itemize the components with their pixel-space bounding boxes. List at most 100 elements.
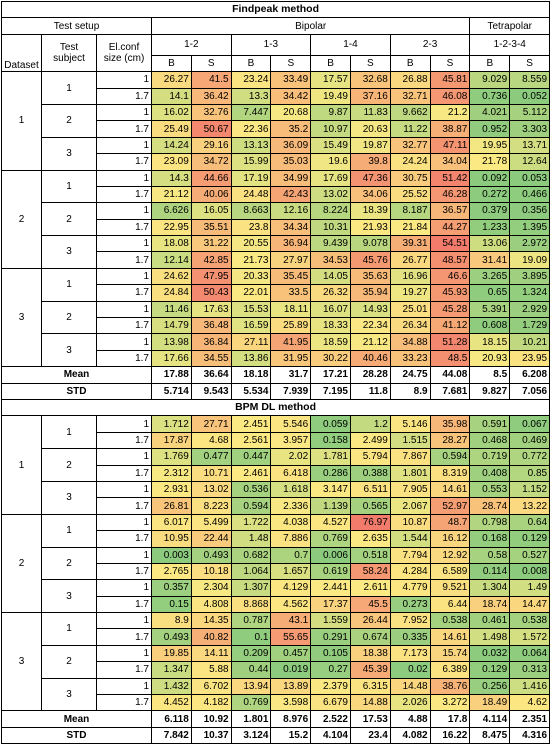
value-cell: 8.559 — [509, 71, 550, 89]
value-cell: 32.68 — [349, 71, 391, 89]
value-cell: 16.12 — [429, 530, 471, 548]
summary-value: 2.522 — [310, 710, 351, 728]
summary-label: Mean — [1, 710, 152, 728]
value-cell: 2.931 — [151, 480, 192, 499]
value-cell: 0.256 — [469, 677, 511, 696]
size-cell: 1 — [96, 300, 152, 319]
value-cell: 45.5 — [349, 595, 391, 614]
value-cell: 26.34 — [389, 317, 431, 335]
value-cell: 46.6 — [429, 267, 471, 286]
value-cell: 0.379 — [469, 202, 511, 220]
value-cell: 12.92 — [429, 546, 471, 564]
value-cell: 0.356 — [509, 202, 550, 220]
value-cell: 0.787 — [230, 612, 272, 630]
dataset-label: 2 — [1, 169, 42, 269]
value-cell: 22.95 — [151, 218, 192, 237]
value-cell: 1.544 — [389, 530, 431, 548]
value-cell: 45.39 — [349, 661, 391, 679]
value-cell: 0.527 — [509, 546, 550, 564]
value-cell: 22.36 — [230, 120, 272, 138]
value-cell: 28.74 — [469, 497, 511, 515]
sub-header: B — [469, 54, 511, 73]
summary-value: 2.351 — [509, 710, 550, 728]
value-cell: 31.95 — [270, 349, 312, 368]
value-cell: 2.312 — [151, 464, 192, 482]
summary-value: 44.08 — [429, 366, 471, 384]
value-cell: 0.059 — [310, 415, 351, 433]
value-cell: 26.88 — [389, 71, 431, 89]
value-cell: 0.272 — [469, 185, 511, 204]
summary-value: 9.543 — [190, 382, 232, 400]
value-cell: 3.598 — [270, 694, 312, 712]
value-cell: 0.594 — [230, 497, 272, 515]
subject-label: 1 — [41, 513, 97, 548]
sub-header: S — [349, 54, 391, 73]
value-cell: 20.93 — [469, 349, 511, 368]
value-cell: 19.27 — [389, 284, 431, 302]
value-cell: 1.781 — [310, 448, 351, 466]
value-cell: 55.65 — [270, 628, 312, 646]
value-cell: 17.69 — [310, 169, 351, 187]
value-cell: 5.88 — [190, 661, 232, 679]
value-cell: 8.187 — [389, 202, 431, 220]
value-cell: 48.7 — [429, 513, 471, 532]
value-cell: 12.16 — [270, 202, 312, 220]
value-cell: 0.736 — [469, 87, 511, 105]
value-cell: 7.447 — [230, 103, 272, 122]
value-cell: 16.96 — [389, 267, 431, 286]
summary-value: 36.64 — [190, 366, 232, 384]
value-cell: 2.499 — [349, 431, 391, 450]
value-cell: 27.11 — [230, 333, 272, 351]
value-cell: 0.064 — [509, 644, 550, 663]
size-cell: 1 — [96, 579, 152, 597]
summary-label: STD — [1, 382, 152, 400]
value-cell: 26.44 — [349, 612, 391, 630]
value-cell: 0.129 — [469, 661, 511, 679]
summary-value: 9.827 — [469, 382, 511, 400]
size-cell: 1 — [96, 513, 152, 532]
table-row: 1.7 14.79 36.48 16.59 25.89 18.33 22.34 26.34 41… — [2, 317, 550, 335]
value-cell: 21.84 — [389, 218, 431, 237]
value-cell: 47.95 — [190, 267, 232, 286]
size-cell: 1.7 — [96, 497, 152, 515]
value-cell: 26.81 — [151, 497, 192, 515]
value-cell: 31.22 — [190, 235, 232, 253]
value-cell: 2.561 — [230, 431, 272, 450]
value-cell: 15.49 — [310, 136, 351, 155]
value-cell: 6.389 — [429, 661, 471, 679]
value-cell: 17.57 — [310, 71, 351, 89]
value-cell: 46.08 — [429, 87, 471, 105]
value-cell: 0.114 — [469, 562, 511, 581]
value-cell: 50.67 — [190, 120, 232, 138]
size-cell: 1.7 — [96, 661, 152, 679]
value-cell: 0.408 — [469, 464, 511, 482]
value-cell: 7.886 — [270, 530, 312, 548]
size-cell: 1 — [96, 136, 152, 155]
value-cell: 6.702 — [190, 677, 232, 696]
pair-header: 1-3 — [230, 33, 312, 56]
value-cell: 42.43 — [270, 185, 312, 204]
summary-value: 5.714 — [151, 382, 192, 400]
summary-value: 11.8 — [349, 382, 391, 400]
table-row: 1 1 1 1.712 27.71 2.451 5.546 0.059 1.2 5.146 35.9… — [1, 415, 550, 515]
header-cell: Test subject — [41, 33, 97, 73]
value-cell: 14.47 — [509, 595, 550, 614]
header-cell: Bipolar — [150, 17, 471, 35]
value-cell: 41.95 — [270, 333, 312, 351]
size-cell: 1 — [96, 677, 152, 696]
value-cell: 15.99 — [230, 153, 272, 171]
table-row: 1.7 24.84 50.43 22.01 33.5 26.32 35.94 19.27 45.… — [2, 284, 550, 302]
value-cell: 22.01 — [230, 284, 272, 302]
value-cell: 10.97 — [310, 120, 351, 138]
value-cell: 2.379 — [310, 677, 351, 696]
value-cell: 16.07 — [310, 300, 351, 319]
table-row: 1.7 21.12 40.06 24.48 42.43 13.02 34.06 25.52 46… — [2, 185, 550, 204]
value-cell: 18.15 — [469, 333, 511, 351]
value-cell: 14.61 — [429, 480, 471, 499]
value-cell: 10.31 — [310, 218, 351, 237]
value-cell: 2.635 — [349, 530, 391, 548]
value-cell: 31.41 — [469, 251, 511, 269]
summary-value: 10.92 — [190, 710, 232, 728]
value-cell: 14.48 — [389, 677, 431, 696]
pair-header: 1-2 — [151, 33, 232, 56]
